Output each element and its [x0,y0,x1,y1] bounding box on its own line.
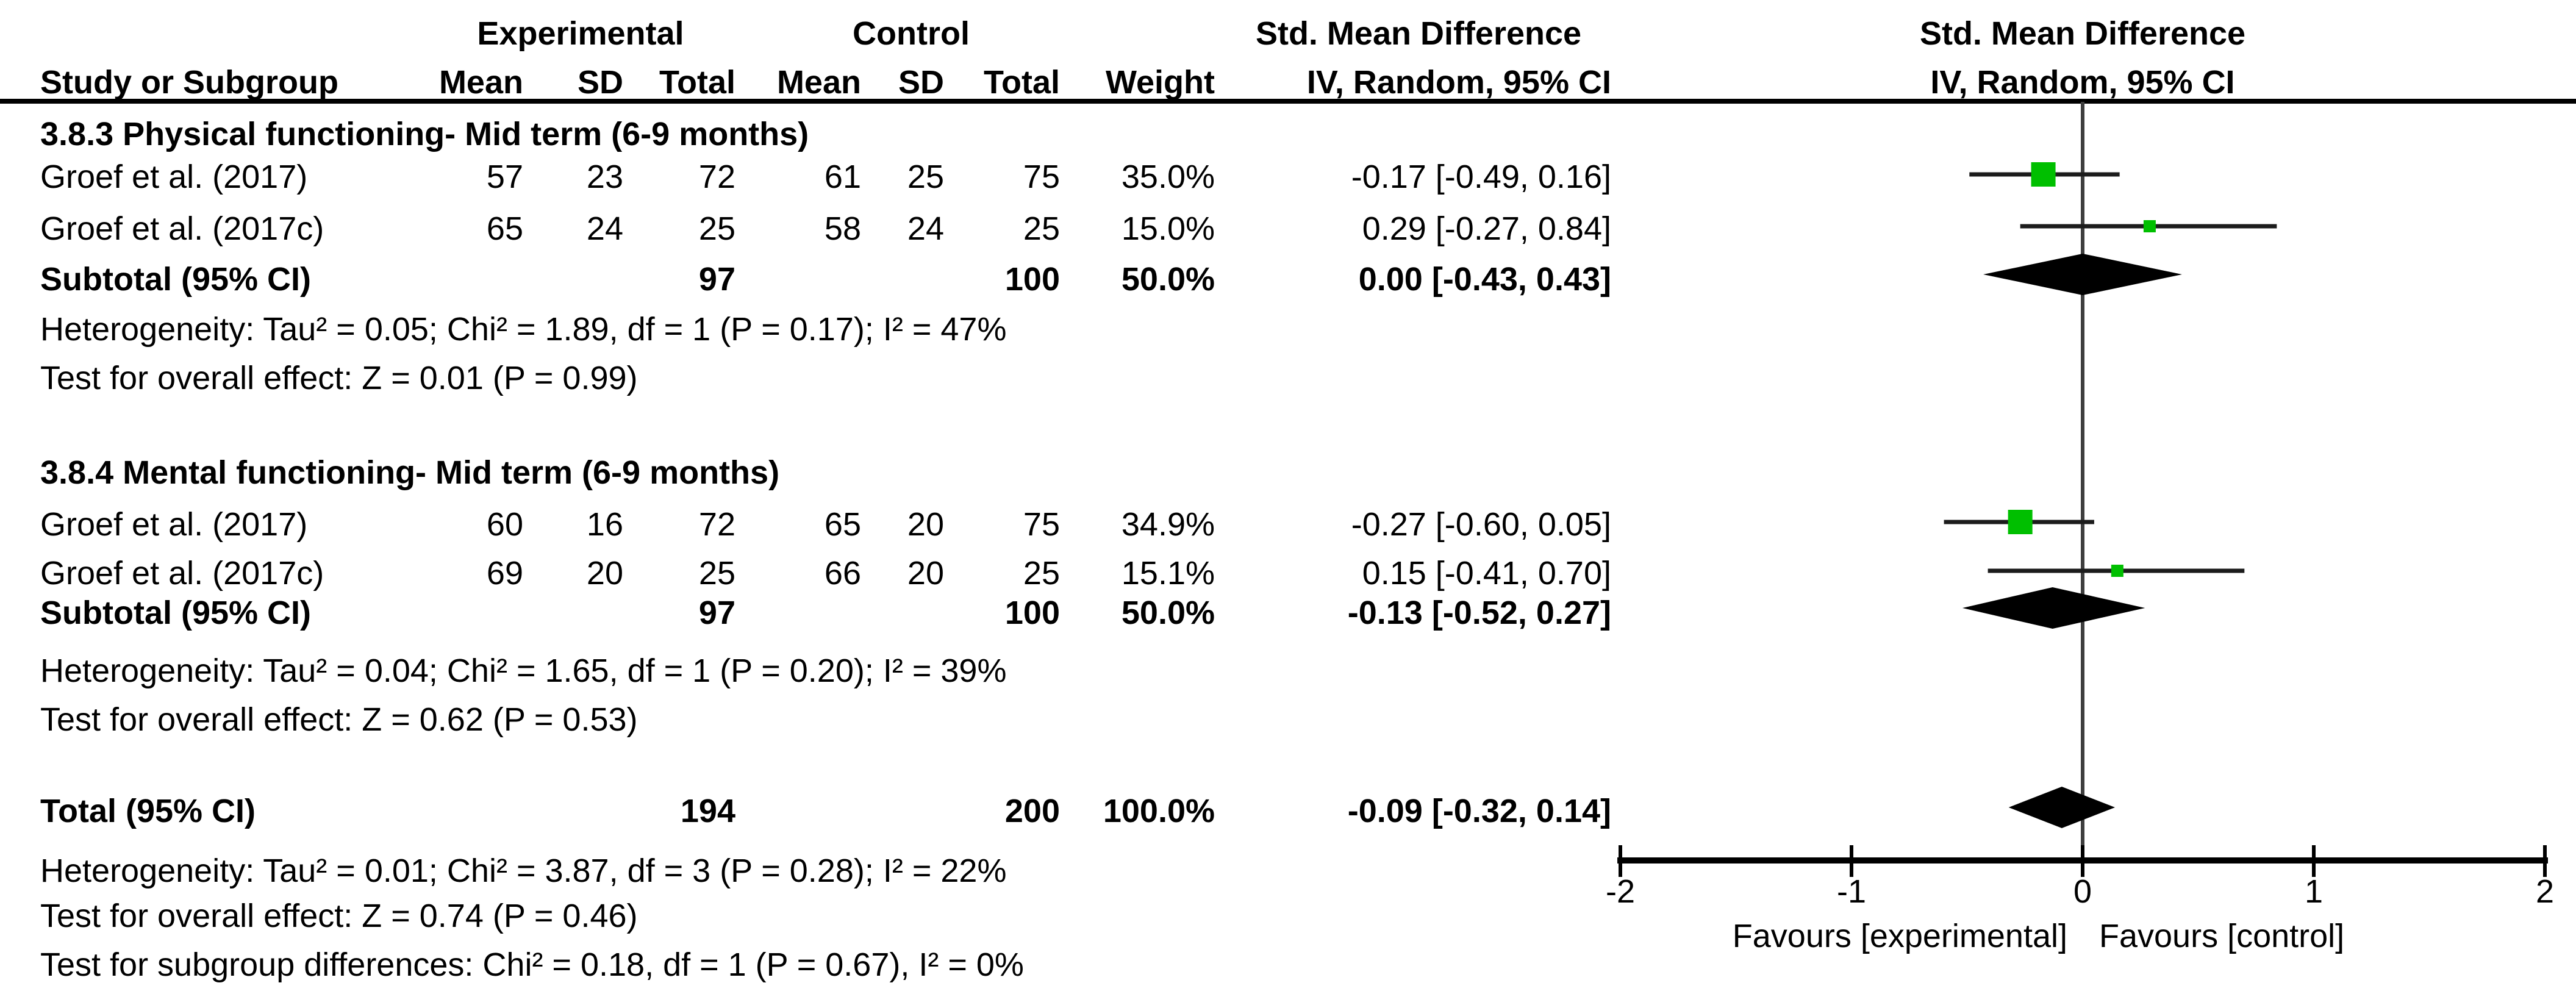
cell-total-control: 25 [1023,555,1060,592]
overall-effect-line: Test for overall effect: Z = 0.62 (P = 0… [40,701,638,738]
cell-total-experimental: 25 [698,555,735,592]
cell-sd-control: 25 [907,159,944,195]
cell-sd-control: 20 [907,506,944,543]
header-group-experimental: Experimental [477,15,684,52]
cell-total-control: 100 [1004,261,1060,298]
header-col-weight: Weight [1106,64,1215,101]
cell-mean-experimental: 57 [486,159,523,195]
cell-total-control: 75 [1023,159,1060,195]
header-col-study: Study or Subgroup [40,64,338,101]
cell-total-control: 100 [1004,595,1060,631]
cell-total-experimental: 97 [698,261,735,298]
cell-mean-control: 58 [824,210,861,247]
axis-tick-label: 2 [2536,873,2554,910]
subgroup-heading: 3.8.4 Mental functioning- Mid term (6-9 … [40,454,780,491]
effect-square [2008,510,2033,534]
cell-mean-control: 61 [824,159,861,195]
header-col-total-experimental: Total [659,64,735,101]
footer-line: Test for subgroup differences: Chi² = 0.… [40,946,1024,983]
cell-total-experimental: 97 [698,595,735,631]
cell-ci-text: -0.17 [-0.49, 0.16] [1351,159,1611,195]
header-smd-title-left: Std. Mean Difference [1255,15,1582,52]
cell-ci-text: -0.27 [-0.60, 0.05] [1351,506,1611,543]
cell-ci-text: 0.00 [-0.43, 0.43] [1358,261,1611,298]
cell-weight: 34.9% [1121,506,1215,543]
effect-square [2143,220,2156,232]
cell-ci-text: 0.29 [-0.27, 0.84] [1362,210,1611,247]
cell-mean-experimental: 60 [486,506,523,543]
effect-square [2111,565,2123,577]
total-diamond [2008,787,2116,828]
cell-weight: 15.0% [1121,210,1215,247]
cell-weight: 35.0% [1121,159,1215,195]
footer-line: Test for overall effect: Z = 0.74 (P = 0… [40,898,638,934]
header-rule [0,99,2576,104]
cell-weight: 15.1% [1121,555,1215,592]
cell-sd-experimental: 20 [586,555,623,592]
footer-line: Heterogeneity: Tau² = 0.01; Chi² = 3.87,… [40,853,1007,889]
effect-square [2031,162,2056,187]
header-col-mean-experimental: Mean [438,64,523,101]
cell-total-experimental: 72 [698,506,735,543]
cell-ci-text: 0.15 [-0.41, 0.70] [1362,555,1611,592]
header-col-mean-control: Mean [776,64,861,101]
overall-effect-line: Test for overall effect: Z = 0.01 (P = 0… [40,360,638,396]
heterogeneity-line: Heterogeneity: Tau² = 0.04; Chi² = 1.65,… [40,653,1007,689]
cell-sd-experimental: 23 [586,159,623,195]
header-col-total-control: Total [984,64,1060,101]
subtotal-label: Subtotal (95% CI) [40,595,312,631]
cell-mean-control: 66 [824,555,861,592]
cell-ci-text: -0.09 [-0.32, 0.14] [1347,793,1611,829]
cell-total-experimental: 25 [698,210,735,247]
cell-sd-control: 24 [907,210,944,247]
cell-total-experimental: 194 [680,793,735,829]
cell-sd-experimental: 16 [586,506,623,543]
cell-sd-experimental: 24 [586,210,623,247]
axis-tick-label: 0 [2073,873,2092,910]
heterogeneity-line: Heterogeneity: Tau² = 0.05; Chi² = 1.89,… [40,311,1007,348]
subgroup-heading: 3.8.3 Physical functioning- Mid term (6-… [40,116,809,152]
axis-tick-label: 1 [2305,873,2323,910]
axis-tick-label: -2 [1606,873,1635,910]
cell-weight: 50.0% [1121,261,1215,298]
header-smd-method-left: IV, Random, 95% CI [1306,64,1611,101]
subtotal-diamond [1962,587,2145,629]
study-name: Groef et al. (2017) [40,506,308,543]
study-name: Groef et al. (2017) [40,159,308,195]
cell-mean-control: 65 [824,506,861,543]
cell-total-control: 25 [1023,210,1060,247]
cell-sd-control: 20 [907,555,944,592]
axis-tick-label: -1 [1837,873,1866,910]
header-group-control: Control [853,15,970,52]
study-name: Groef et al. (2017c) [40,555,324,592]
study-name: Groef et al. (2017c) [40,210,324,247]
favours-experimental-label: Favours [experimental] [1732,918,2067,954]
cell-weight: 100.0% [1103,793,1215,829]
header-col-sd-experimental: SD [577,64,623,101]
favours-control-label: Favours [control] [2099,918,2345,954]
header-smd-method-plot: IV, Random, 95% CI [1930,64,2235,101]
cell-total-control: 200 [1004,793,1060,829]
subtotal-label: Total (95% CI) [40,793,256,829]
subtotal-diamond [1983,254,2182,295]
subtotal-label: Subtotal (95% CI) [40,261,312,298]
cell-mean-experimental: 65 [486,210,523,247]
cell-mean-experimental: 69 [486,555,523,592]
cell-total-experimental: 72 [698,159,735,195]
header-smd-title-plot: Std. Mean Difference [1919,15,2246,52]
cell-ci-text: -0.13 [-0.52, 0.27] [1347,595,1611,631]
header-col-sd-control: SD [898,64,944,101]
cell-total-control: 75 [1023,506,1060,543]
cell-weight: 50.0% [1121,595,1215,631]
